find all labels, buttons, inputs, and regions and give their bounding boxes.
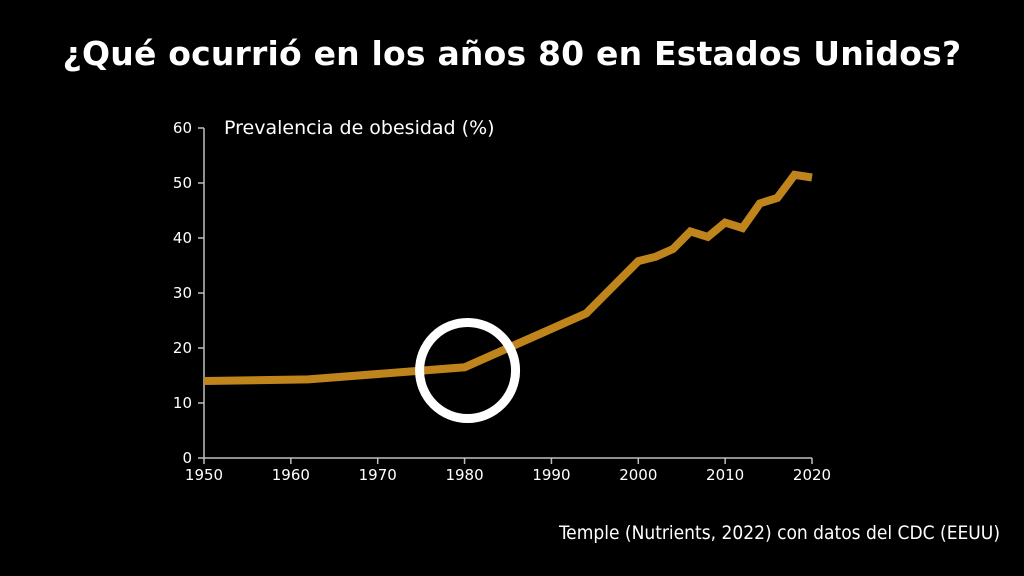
x-tick-label: 1970 [359,466,397,484]
y-tick-label: 60 [173,119,192,137]
x-tick-label: 2020 [793,466,831,484]
x-tick-label: 1980 [445,466,483,484]
chart-annotations [415,318,521,423]
y-axis-label: Prevalencia de obesidad (%) [224,117,495,139]
y-tick-label: 20 [173,339,192,357]
y-tick-label: 40 [173,229,192,247]
y-tick-label: 10 [173,394,192,412]
chart-series [203,170,813,385]
source-citation: Temple (Nutrients, 2022) con datos del C… [558,522,1000,544]
y-tick-label: 0 [182,449,192,467]
series-line [203,170,813,385]
y-tick-label: 50 [173,174,192,192]
chart-axes: 0 10 20 30 40 50 60 1950 1960 1970 1980 1990 2000 201… [173,119,831,484]
y-tick-label: 30 [173,284,192,302]
x-tick-label: 2010 [706,466,744,484]
highlight-circle [415,318,521,423]
x-tick-label: 2000 [619,466,657,484]
x-tick-label: 1960 [272,466,310,484]
x-tick-label: 1950 [185,466,223,484]
slide-title: ¿Qué ocurrió en los años 80 en Estados U… [62,34,962,73]
x-tick-label: 1990 [532,466,570,484]
